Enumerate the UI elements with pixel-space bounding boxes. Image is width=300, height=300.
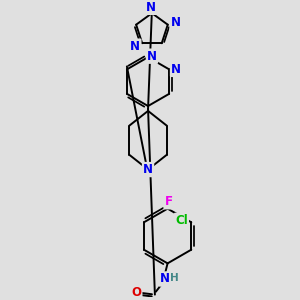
Text: N: N: [146, 1, 156, 14]
Text: N: N: [143, 163, 153, 176]
Text: N: N: [130, 40, 140, 53]
Text: H: H: [170, 273, 179, 283]
Text: N: N: [147, 50, 157, 63]
Text: Cl: Cl: [175, 214, 188, 227]
Text: N: N: [171, 16, 181, 29]
Text: N: N: [160, 272, 170, 286]
Text: N: N: [171, 63, 181, 76]
Text: F: F: [165, 195, 172, 208]
Text: O: O: [131, 286, 141, 299]
